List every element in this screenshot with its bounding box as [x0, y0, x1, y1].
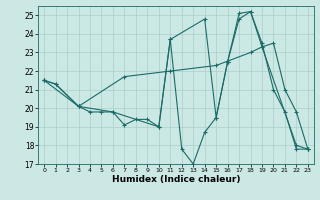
X-axis label: Humidex (Indice chaleur): Humidex (Indice chaleur)	[112, 175, 240, 184]
